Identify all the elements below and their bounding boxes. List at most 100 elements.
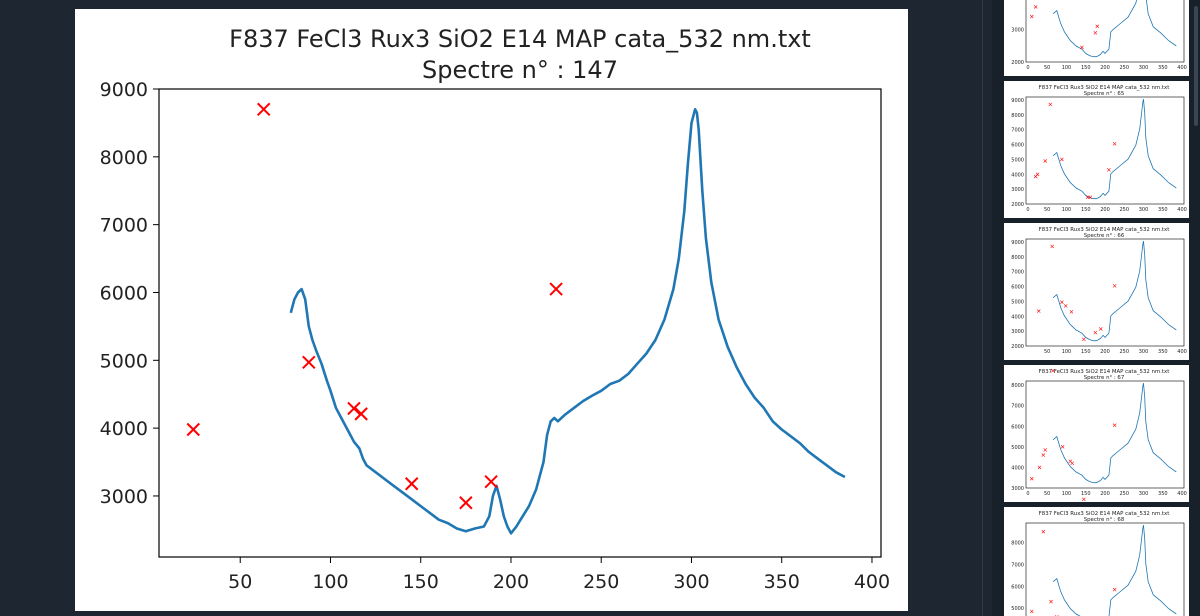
marker-stroke — [1029, 609, 1034, 614]
thumbnail-x-tick-label: 100 — [1062, 207, 1072, 213]
marker-stroke — [1037, 465, 1042, 470]
marker-stroke — [354, 407, 368, 421]
thumbnail-y-tick-label: 8000 — [1011, 255, 1024, 261]
thumbnail-x-tick-label: 200 — [1100, 349, 1110, 355]
thumbnail-x-tick-label: 350 — [1158, 349, 1168, 355]
thumbnail-y-tick-label: 7000 — [1011, 270, 1024, 276]
chart-title: F837 FeCl3 Rux3 SiO2 E14 MAP cata_532 nm… — [229, 25, 811, 53]
marker-stroke — [549, 282, 563, 296]
thumbnail-marker-point — [1112, 142, 1117, 146]
thumbnail-spectre-66[interactable]: F837 FeCl3 Rux3 SiO2 E14 MAP cata_532 nm… — [1004, 223, 1189, 360]
thumbnail-marker-point — [1107, 168, 1111, 172]
thumbnail-marker-point — [1035, 172, 1040, 177]
thumbnail-x-tick-label: 200 — [1100, 65, 1110, 71]
thumbnail-title: F837 FeCl3 Rux3 SiO2 E14 MAP cata_532 nm… — [1039, 85, 1170, 91]
y-tick-label: 9000 — [100, 79, 148, 101]
thumbnail-x-tick-label: 400 — [1177, 349, 1187, 355]
x-tick-label: 100 — [312, 571, 348, 593]
thumbnail-spectre-65[interactable]: F837 FeCl3 Rux3 SiO2 E14 MAP cata_532 nm… — [1004, 81, 1189, 218]
thumbnail-marker-point — [1070, 461, 1075, 466]
thumbnail-title: F837 FeCl3 Rux3 SiO2 E14 MAP cata_532 nm… — [1039, 227, 1170, 233]
thumbnail-chart: F837 FeCl3 Rux3 SiO2 E14 MAP cata_532 nm… — [1011, 368, 1187, 502]
thumbnail-chart: F837 FeCl3 Rux3 SiO2 E14 MAP cata_532 nm… — [1011, 227, 1187, 355]
thumbnail-spectrum-line — [1052, 0, 1177, 58]
marker-stroke — [1050, 244, 1055, 249]
thumbnail-x-tick-label: 150 — [1081, 207, 1091, 213]
marker-stroke — [404, 477, 419, 491]
thumbnail-x-tick-label: 300 — [1139, 349, 1149, 355]
thumbnail-x-tick-label: 200 — [1100, 491, 1110, 497]
thumbnail-marker-point — [1036, 309, 1041, 313]
thumbnail-marker-point — [1085, 195, 1090, 200]
scrollbar-thumb[interactable] — [1194, 6, 1198, 126]
thumbnail-marker-point — [1029, 476, 1034, 481]
thumbnail-title: F837 FeCl3 Rux3 SiO2 E14 MAP cata_532 nm… — [1039, 369, 1170, 375]
y-tick-label: 3000 — [100, 486, 148, 508]
marker-stroke — [1049, 599, 1053, 604]
marker-stroke — [1081, 497, 1086, 502]
thumbnail-spectre-67[interactable]: F837 FeCl3 Rux3 SiO2 E14 MAP cata_532 nm… — [1004, 365, 1189, 502]
marker-stroke — [1063, 304, 1068, 308]
marker-stroke — [1112, 423, 1117, 428]
thumbnail-y-tick-label: 3000 — [1011, 28, 1024, 34]
plot-frame — [158, 88, 882, 558]
thumbnail-marker-point — [1060, 157, 1064, 162]
marker-stroke — [1069, 310, 1074, 314]
marker-point — [549, 282, 563, 296]
thumbnail-x-tick-label: 250 — [1119, 491, 1129, 497]
marker-stroke — [1033, 5, 1038, 9]
thumbnail-spectre-68[interactable]: F837 FeCl3 Rux3 SiO2 E14 MAP cata_532 nm… — [1004, 507, 1189, 616]
thumbnail-y-tick-label: 3000 — [1011, 329, 1024, 335]
thumbnail-marker-point — [1043, 159, 1048, 163]
thumbnail-marker-point — [1063, 304, 1068, 308]
marker-stroke — [1041, 529, 1046, 534]
marker-point — [186, 422, 201, 437]
thumbnail-y-tick-label: 5000 — [1011, 157, 1024, 163]
thumbnail-x-tick-label: 50 — [1044, 491, 1050, 497]
thumbnail-y-tick-label: 6000 — [1011, 584, 1024, 590]
marker-stroke — [256, 102, 271, 117]
thumbnail-marker-point — [1037, 465, 1042, 470]
marker-stroke — [347, 401, 361, 416]
thumbnail-spectre-64[interactable]: F837 FeCl3 Rux3 SiO2 E14 MAP cata_532 nm… — [1004, 0, 1189, 76]
marker-stroke — [1093, 31, 1098, 35]
thumbnail-x-tick-label: 200 — [1100, 207, 1110, 213]
marker-stroke — [484, 475, 498, 489]
thumbnail-marker-point — [1041, 453, 1046, 457]
thumbnail-subtitle: Spectre n° : 67 — [1084, 375, 1125, 381]
marker-stroke — [1112, 142, 1117, 146]
marker-stroke — [1107, 168, 1111, 172]
thumbnail-spectrum-line — [1052, 525, 1177, 616]
thumbnail-y-tick-label: 5000 — [1011, 606, 1024, 612]
thumbnail-marker-point — [1043, 448, 1048, 452]
x-tick-label: 350 — [764, 571, 800, 593]
thumbnail-x-tick-label: 250 — [1119, 349, 1129, 355]
y-tick-label: 5000 — [100, 350, 148, 372]
thumbnail-strip[interactable]: F837 FeCl3 Rux3 SiO2 E14 MAP cata_532 nm… — [992, 0, 1200, 616]
thumbnail-x-tick-label: 250 — [1119, 207, 1129, 213]
thumbnail-subtitle: Spectre n° : 66 — [1084, 233, 1125, 239]
x-tick-label: 50 — [228, 571, 252, 593]
marker-stroke — [1043, 159, 1048, 163]
marker-stroke — [1081, 337, 1086, 342]
marker-stroke — [1051, 368, 1055, 373]
thumbnail-marker-point — [1081, 337, 1086, 342]
thumbnail-y-tick-label: 9000 — [1011, 98, 1024, 104]
marker-stroke — [302, 355, 316, 370]
thumbnail-x-tick-label: 150 — [1081, 491, 1091, 497]
thumbnail-y-tick-label: 5000 — [1011, 299, 1024, 305]
thumbnail-chart: F837 FeCl3 Rux3 SiO2 E14 MAP cata_532 nm… — [1011, 85, 1187, 213]
thumbnail-marker-point — [1081, 497, 1086, 502]
thumbnail-x-tick-label: 350 — [1158, 207, 1168, 213]
thumbnail-marker-point — [1048, 102, 1053, 107]
thumbnail-y-tick-label: 8000 — [1011, 541, 1024, 547]
thumbnail-spectrum-line — [1052, 383, 1177, 484]
main-spectrum-panel: F837 FeCl3 Rux3 SiO2 E14 MAP cata_532 nm… — [75, 9, 908, 611]
y-tick-label: 8000 — [100, 147, 148, 169]
marker-stroke — [1085, 195, 1090, 200]
thumbnail-x-tick-label: 50 — [1044, 349, 1050, 355]
thumbnail-x-tick-label: 100 — [1062, 65, 1072, 71]
marker-stroke — [1095, 24, 1100, 29]
thumbnail-frame — [1025, 522, 1185, 616]
thumbnail-x-tick-label: 0 — [1026, 65, 1029, 71]
